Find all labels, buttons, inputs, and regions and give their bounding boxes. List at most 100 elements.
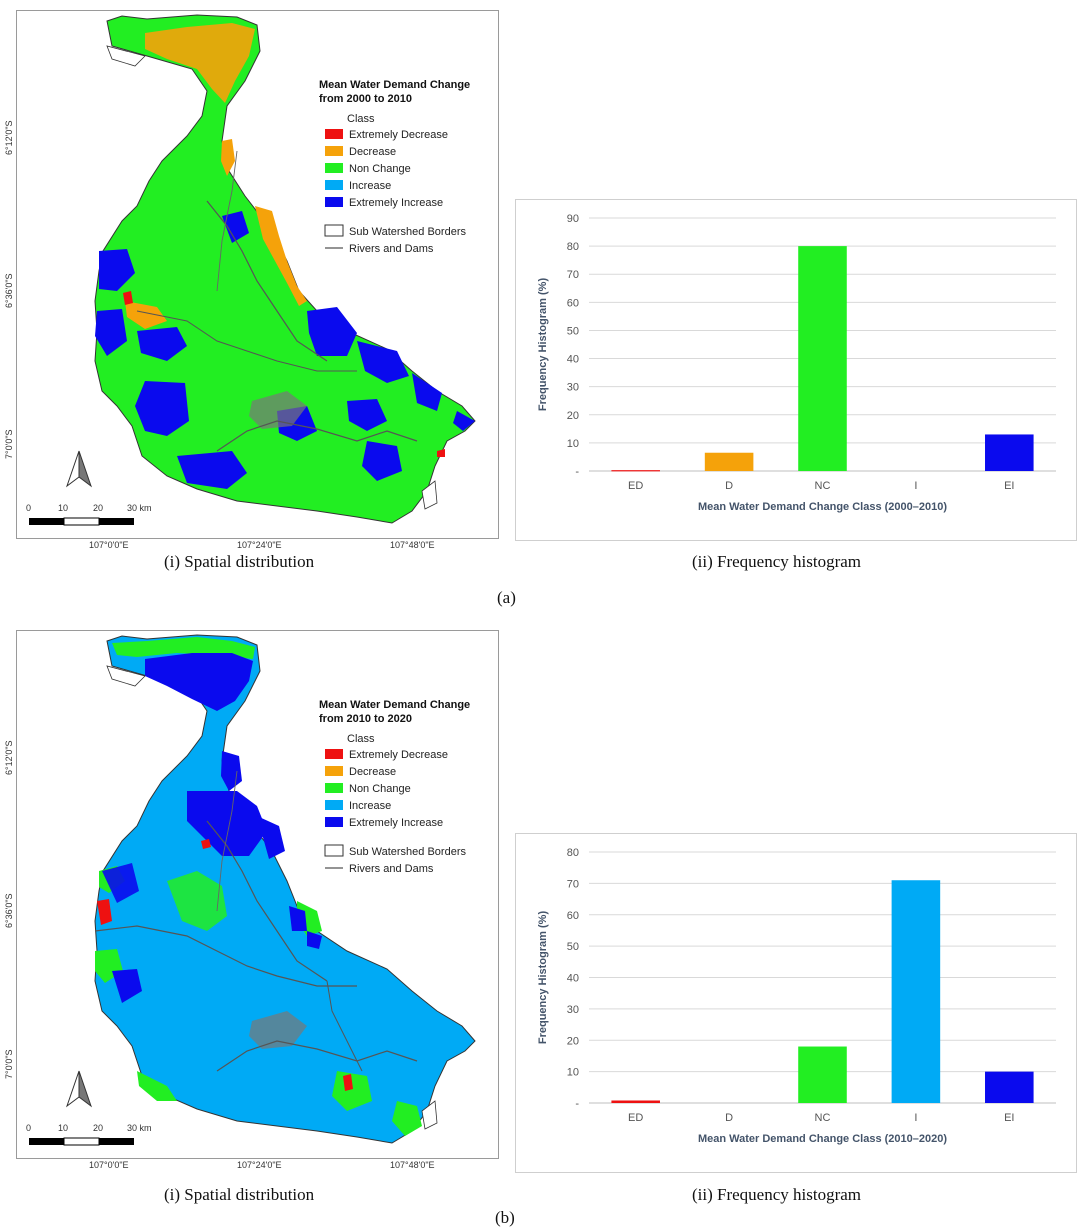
map-caption-a: (i) Spatial distribution — [164, 552, 315, 571]
legend-class-heading: Class — [347, 113, 375, 125]
legend-title-line1: Mean Water Demand Change — [319, 79, 470, 91]
histogram-caption-b: (ii) Frequency histogram — [692, 1185, 862, 1204]
legend-title-line1: Mean Water Demand Change — [319, 699, 470, 711]
legend-swatch-borders — [324, 844, 344, 857]
legend-item-ei: Extremely Increase — [349, 817, 443, 829]
y-tick-label: 10 — [567, 1067, 579, 1079]
lat-label-1: 6°12'0"S — [4, 120, 14, 155]
y-tick-label: 80 — [567, 241, 579, 253]
y-tick-label: 60 — [567, 297, 579, 309]
histogram-caption-a: (ii) Frequency histogram — [692, 552, 862, 571]
lon-label-2: 107°24'0"E — [237, 540, 282, 550]
scale-label-10: 10 — [58, 1123, 68, 1133]
map-caption-b: (i) Spatial distribution — [164, 1185, 315, 1204]
scale-label-0: 0 — [26, 503, 31, 513]
lat-label-3: 7°0'0"S — [4, 429, 14, 459]
y-axis-title: Frequency Histogram (%) — [537, 911, 549, 1045]
bar-d — [704, 452, 754, 471]
legend-swatch-ei — [325, 197, 343, 207]
legend-item-nc: Non Change — [349, 163, 411, 175]
legend-class-heading: Class — [347, 733, 375, 745]
bar-nc — [798, 1046, 847, 1103]
y-tick-label: 60 — [567, 910, 579, 922]
legend-item-ed: Extremely Decrease — [349, 749, 448, 761]
legend-item-rivers: Rivers and Dams — [349, 863, 434, 875]
y-tick-label: 80 — [567, 847, 579, 859]
map-b: Mean Water Demand Change from 2010 to 20… — [16, 630, 499, 1159]
x-tick-label-ei: EI — [1004, 1112, 1014, 1124]
x-tick-label-i: I — [914, 480, 917, 492]
legend-item-d: Decrease — [349, 766, 396, 778]
scale-label-20: 20 — [93, 503, 103, 513]
y-tick-label: 40 — [567, 973, 579, 985]
x-tick-label-d: D — [725, 1112, 733, 1124]
lon-label-1: 107°0'0"E — [89, 540, 129, 550]
bar-nc — [798, 246, 847, 471]
x-axis-title: Mean Water Demand Change Class (2010–202… — [698, 1133, 947, 1145]
legend-item-i: Increase — [349, 800, 391, 812]
y-tick-label: 20 — [567, 1035, 579, 1047]
north-arrow-icon — [66, 450, 92, 488]
histogram-a: - 10 20 30 40 50 60 70 80 90 ED D NC I EI Mean Water De… — [537, 213, 1056, 513]
north-arrow-icon — [66, 1070, 92, 1108]
watershed-area — [94, 634, 476, 1144]
legend-item-borders: Sub Watershed Borders — [349, 846, 466, 858]
lat-label-1: 6°12'0"S — [4, 740, 14, 775]
y-tick-label: 40 — [567, 354, 579, 366]
x-tick-label-d: D — [725, 480, 733, 492]
lat-label-3: 7°0'0"S — [4, 1049, 14, 1079]
x-axis-title: Mean Water Demand Change Class (2000–201… — [698, 501, 947, 513]
y-tick-label: 70 — [567, 269, 579, 281]
map-a: Mean Water Demand Change from 2000 to 20… — [16, 10, 499, 539]
histogram-b: - 10 20 30 40 50 60 70 80 ED D NC I EI Mean Water Dema… — [537, 847, 1056, 1145]
legend-swatch-ed — [325, 749, 343, 759]
scale-label-30: 30 km — [127, 503, 152, 513]
lon-label-3: 107°48'0"E — [390, 1160, 435, 1170]
y-tick-label: 50 — [567, 325, 579, 337]
y-tick-label: 70 — [567, 878, 579, 890]
y-tick-label: 50 — [567, 941, 579, 953]
legend-swatch-ed — [325, 129, 343, 139]
legend-swatch-nc — [325, 783, 343, 793]
legend-item-borders: Sub Watershed Borders — [349, 226, 466, 238]
lon-label-3: 107°48'0"E — [390, 540, 435, 550]
legend-swatch-i — [325, 180, 343, 190]
x-tick-label-nc: NC — [815, 1112, 831, 1124]
y-tick-label: 30 — [567, 382, 579, 394]
legend-title-line2: from 2010 to 2020 — [319, 713, 412, 725]
figure-label-b: (b) — [495, 1208, 515, 1227]
legend-item-i: Increase — [349, 180, 391, 192]
bar-ei — [985, 1071, 1034, 1103]
lat-label-2: 6°36'0"S — [4, 893, 14, 928]
legend-swatch-i — [325, 800, 343, 810]
lon-label-1: 107°0'0"E — [89, 1160, 129, 1170]
y-tick-label: 10 — [567, 438, 579, 450]
legend-item-rivers: Rivers and Dams — [349, 243, 434, 255]
bar-ed — [611, 470, 660, 472]
scale-label-20: 20 — [93, 1123, 103, 1133]
y-tick-label: - — [575, 1098, 579, 1110]
legend-item-nc: Non Change — [349, 783, 411, 795]
bar-ei — [985, 434, 1034, 471]
x-tick-label-ed: ED — [628, 480, 643, 492]
legend-item-d: Decrease — [349, 146, 396, 158]
y-tick-label: 20 — [567, 410, 579, 422]
scale-label-0: 0 — [26, 1123, 31, 1133]
legend-swatch-d — [325, 146, 343, 156]
map-legend-a: Mean Water Demand Change from 2000 to 20… — [319, 79, 470, 255]
y-tick-label: - — [575, 466, 579, 478]
map-legend-b: Mean Water Demand Change from 2010 to 20… — [319, 699, 470, 875]
x-tick-label-ed: ED — [628, 1112, 643, 1124]
histogram-b-frame: - 10 20 30 40 50 60 70 80 ED D NC I EI Mean Water Dema… — [515, 833, 1077, 1173]
y-tick-label: 30 — [567, 1004, 579, 1016]
lon-label-2: 107°24'0"E — [237, 1160, 282, 1170]
legend-swatch-borders — [324, 224, 344, 237]
y-axis-title: Frequency Histogram (%) — [537, 278, 549, 412]
y-tick-label: 90 — [567, 213, 579, 225]
lat-label-2: 6°36'0"S — [4, 273, 14, 308]
bar-i — [891, 880, 941, 1103]
scale-bar: 0 10 20 30 km — [26, 1123, 152, 1146]
scale-label-30: 30 km — [127, 1123, 152, 1133]
x-tick-label-nc: NC — [815, 480, 831, 492]
legend-swatch-d — [325, 766, 343, 776]
